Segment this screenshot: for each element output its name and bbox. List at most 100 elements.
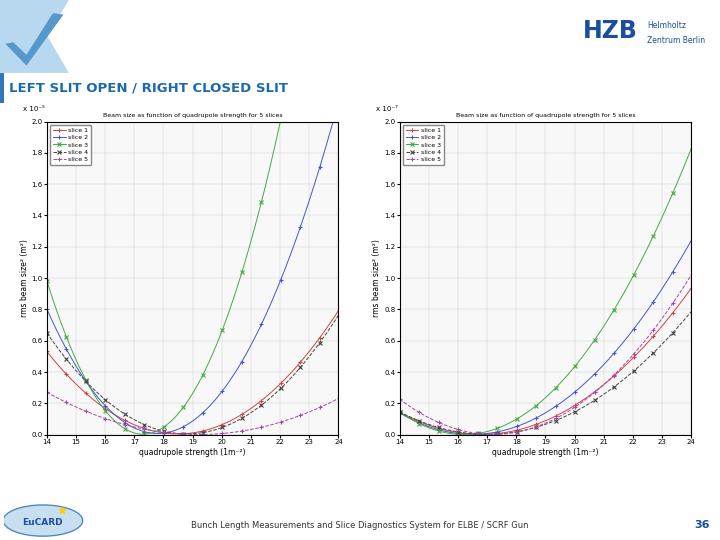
Text: HZB: HZB: [582, 18, 637, 43]
slice 5: [575, 401, 583, 408]
slice 4: [569, 409, 577, 416]
slice 4: [289, 372, 298, 379]
slice 5: [217, 430, 225, 437]
slice 4: [222, 423, 230, 429]
Y-axis label: rms beam size² (m²): rms beam size² (m²): [372, 239, 382, 317]
slice 2: [469, 431, 477, 437]
slice 4: [570, 409, 578, 415]
slice 2: [660, 281, 669, 288]
Bar: [0, 73, 4, 103]
slice 3: [216, 332, 225, 338]
slice 5: [687, 272, 696, 278]
Text: x 10⁻⁵: x 10⁻⁵: [24, 106, 45, 112]
Text: x 10⁻⁷: x 10⁻⁷: [377, 106, 398, 112]
slice 3: [139, 431, 148, 437]
Line: slice 1: slice 1: [397, 286, 693, 437]
slice 3: [42, 278, 51, 284]
slice 1: [216, 422, 225, 429]
Title: Beam size as function of quadrupole strength for 5 slices: Beam size as function of quadrupole stre…: [456, 113, 635, 118]
slice 2: [42, 306, 51, 312]
slice 1: [687, 285, 696, 292]
slice 5: [216, 430, 225, 437]
Line: slice 5: slice 5: [397, 273, 693, 437]
slice 1: [569, 403, 577, 410]
Text: Elegant Simulations –alternative 2 –
quadrupole scan: Elegant Simulations –alternative 2 – qua…: [82, 14, 320, 45]
slice 1: [477, 431, 486, 437]
slice 3: [687, 145, 696, 152]
slice 3: [570, 364, 578, 370]
slice 4: [483, 431, 492, 437]
slice 3: [569, 365, 577, 372]
Polygon shape: [0, 0, 69, 73]
slice 3: [43, 281, 52, 287]
slice 5: [569, 405, 577, 411]
slice 5: [396, 396, 405, 403]
slice 1: [642, 341, 651, 347]
slice 2: [334, 99, 343, 106]
slice 5: [334, 395, 343, 402]
slice 3: [395, 409, 404, 415]
Legend: slice 1, slice 2, slice 3, slice 4, slice 5: slice 1, slice 2, slice 3, slice 4, slic…: [50, 125, 91, 165]
slice 5: [222, 430, 230, 436]
slice 3: [660, 208, 669, 214]
slice 3: [459, 431, 468, 438]
slice 4: [217, 424, 225, 431]
slice 5: [570, 404, 578, 411]
slice 2: [396, 410, 405, 417]
slice 1: [174, 431, 183, 437]
slice 1: [307, 345, 316, 351]
slice 5: [489, 431, 498, 437]
slice 1: [289, 367, 298, 373]
Ellipse shape: [3, 505, 83, 536]
slice 1: [42, 348, 51, 355]
slice 1: [43, 349, 52, 356]
slice 3: [575, 358, 583, 365]
slice 1: [660, 319, 669, 326]
slice 3: [217, 329, 225, 336]
slice 2: [575, 385, 583, 392]
slice 2: [395, 410, 404, 416]
slice 5: [43, 389, 52, 396]
slice 2: [569, 390, 577, 396]
slice 1: [395, 409, 404, 415]
slice 3: [642, 247, 651, 254]
slice 5: [194, 431, 202, 438]
slice 2: [687, 238, 696, 244]
slice 4: [395, 409, 404, 415]
slice 1: [396, 409, 405, 416]
slice 4: [687, 308, 696, 315]
slice 2: [307, 188, 316, 195]
slice 2: [289, 243, 298, 249]
Polygon shape: [5, 13, 63, 65]
X-axis label: quadrupole strength (1m⁻²): quadrupole strength (1m⁻²): [492, 448, 598, 457]
slice 3: [289, 56, 298, 62]
slice 4: [307, 350, 316, 356]
slice 4: [42, 329, 51, 336]
Text: Bunch Length Measurements and Slice Diagnostics System for ELBE / SCRF Gun: Bunch Length Measurements and Slice Diag…: [192, 521, 528, 530]
Line: slice 4: slice 4: [45, 313, 341, 436]
slice 4: [334, 312, 343, 319]
Line: slice 5: slice 5: [45, 390, 341, 437]
Text: LEFT SLIT OPEN / RIGHT CLOSED SLIT: LEFT SLIT OPEN / RIGHT CLOSED SLIT: [9, 81, 288, 94]
X-axis label: quadrupole strength (1m⁻²): quadrupole strength (1m⁻²): [140, 448, 246, 457]
slice 5: [42, 389, 51, 395]
slice 4: [396, 409, 405, 416]
slice 4: [43, 331, 52, 338]
Text: 36: 36: [694, 520, 710, 530]
Text: Helmholtz: Helmholtz: [647, 21, 686, 30]
Text: EuCARD: EuCARD: [22, 518, 63, 527]
slice 4: [660, 338, 669, 345]
slice 2: [153, 430, 162, 437]
slice 2: [222, 382, 230, 389]
Line: slice 3: slice 3: [397, 146, 693, 437]
slice 1: [222, 420, 230, 426]
slice 1: [217, 422, 225, 428]
slice 5: [307, 408, 316, 414]
Legend: slice 1, slice 2, slice 3, slice 4, slice 5: slice 1, slice 2, slice 3, slice 4, slic…: [402, 125, 444, 165]
slice 1: [334, 307, 343, 314]
Title: Beam size as function of quadrupole strength for 5 slices: Beam size as function of quadrupole stre…: [103, 113, 282, 118]
slice 3: [396, 409, 405, 416]
slice 2: [217, 389, 225, 395]
slice 1: [570, 402, 578, 409]
slice 5: [642, 336, 651, 342]
